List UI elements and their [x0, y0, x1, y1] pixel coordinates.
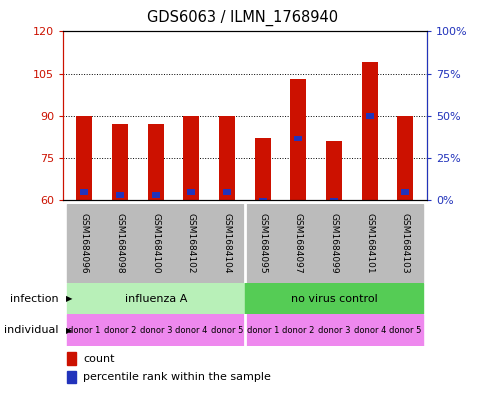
Bar [183, 116, 199, 200]
Text: GSM1684100: GSM1684100 [151, 213, 160, 274]
Text: GSM1684104: GSM1684104 [222, 213, 231, 274]
Text: infection: infection [10, 294, 58, 304]
Text: donor 5: donor 5 [389, 326, 421, 334]
Bar [387, 314, 423, 346]
Bar [102, 204, 137, 283]
Bar [254, 138, 270, 200]
Bar [351, 314, 387, 346]
Bar [112, 124, 128, 200]
Bar [67, 352, 76, 365]
Bar [209, 314, 244, 346]
Bar [280, 204, 316, 283]
Bar [173, 204, 209, 283]
Bar [219, 116, 235, 200]
Text: percentile rank within the sample: percentile rank within the sample [83, 372, 271, 382]
Bar [66, 283, 244, 314]
Bar [244, 204, 280, 283]
Bar [290, 79, 306, 200]
Bar [316, 204, 351, 283]
Bar [116, 192, 124, 198]
Text: GDS6063 / ILMN_1768940: GDS6063 / ILMN_1768940 [147, 10, 337, 26]
Bar [244, 283, 423, 314]
Bar [401, 189, 408, 195]
Bar [258, 198, 266, 203]
Bar [361, 62, 377, 200]
Text: GSM1684098: GSM1684098 [115, 213, 124, 274]
Bar [294, 136, 302, 141]
Bar [316, 314, 351, 346]
Bar [67, 371, 76, 384]
Text: GSM1684097: GSM1684097 [293, 213, 302, 274]
Text: ▶: ▶ [65, 294, 72, 303]
Text: donor 2: donor 2 [104, 326, 136, 334]
Bar [80, 189, 88, 195]
Text: donor 4: donor 4 [353, 326, 385, 334]
Bar [351, 204, 387, 283]
Bar [173, 314, 209, 346]
Text: donor 2: donor 2 [282, 326, 314, 334]
Bar [187, 189, 195, 195]
Text: ▶: ▶ [65, 326, 72, 334]
Text: individual: individual [4, 325, 58, 335]
Bar [66, 314, 102, 346]
Text: donor 1: donor 1 [246, 326, 278, 334]
Bar [209, 204, 244, 283]
Text: donor 1: donor 1 [68, 326, 100, 334]
Bar [137, 314, 173, 346]
Bar [365, 113, 373, 119]
Bar [244, 314, 280, 346]
Text: count: count [83, 354, 114, 364]
Text: donor 3: donor 3 [317, 326, 349, 334]
Text: donor 3: donor 3 [139, 326, 172, 334]
Text: GSM1684102: GSM1684102 [186, 213, 196, 274]
Text: GSM1684103: GSM1684103 [400, 213, 409, 274]
Text: influenza A: influenza A [124, 294, 186, 304]
Text: GSM1684101: GSM1684101 [364, 213, 374, 274]
Text: no virus control: no virus control [290, 294, 377, 304]
Bar [102, 314, 137, 346]
Bar [76, 116, 92, 200]
Bar [330, 198, 337, 203]
Bar [137, 204, 173, 283]
Bar [280, 314, 316, 346]
Text: GSM1684095: GSM1684095 [257, 213, 267, 274]
Bar [387, 204, 423, 283]
Bar [148, 124, 164, 200]
Bar [396, 116, 412, 200]
Bar [223, 189, 231, 195]
Text: GSM1684099: GSM1684099 [329, 213, 338, 274]
Bar [151, 192, 159, 198]
Text: donor 4: donor 4 [175, 326, 207, 334]
Text: GSM1684096: GSM1684096 [80, 213, 89, 274]
Bar [66, 204, 102, 283]
Text: donor 5: donor 5 [211, 326, 243, 334]
Bar [325, 141, 341, 200]
